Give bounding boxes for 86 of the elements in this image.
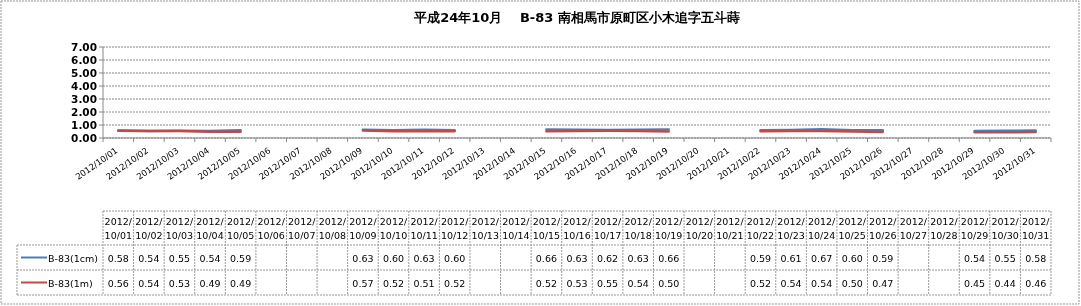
category-label: 2012/10/16 xyxy=(563,216,591,241)
data-label: 0.44 xyxy=(994,277,1016,289)
data-label: 0.54 xyxy=(780,277,802,289)
category-label: 2012/10/05 xyxy=(226,216,255,241)
category-label: 2012/10/11 xyxy=(410,216,438,241)
data-label: 0.54 xyxy=(138,277,160,289)
category-label: 2012/10/21 xyxy=(716,216,744,241)
data-label: 0.61 xyxy=(780,252,802,264)
data-label: 0.66 xyxy=(535,252,557,264)
data-label: 0.52 xyxy=(535,277,557,289)
data-label: 0.60 xyxy=(382,252,405,264)
category-label: 2012/10/17 xyxy=(593,216,622,241)
data-label: 0.54 xyxy=(811,277,833,289)
category-label: 2012/10/30 xyxy=(991,216,1019,241)
category-label: 2012/10/19 xyxy=(655,216,683,241)
data-label: 0.46 xyxy=(1025,277,1047,289)
y-tick-label: 2.00 xyxy=(71,106,97,118)
data-label: 0.53 xyxy=(168,277,191,289)
data-label: 0.59 xyxy=(230,252,252,264)
data-label: 0.59 xyxy=(749,252,772,264)
data-label: 0.55 xyxy=(597,277,619,289)
data-label: 0.54 xyxy=(138,252,160,264)
category-label: 2012/10/26 xyxy=(869,216,897,241)
category-label: 2012/10/04 xyxy=(196,216,224,241)
legend-label: B-83(1m) xyxy=(48,277,93,289)
category-label: 2012/10/06 xyxy=(257,216,285,241)
data-label: 0.55 xyxy=(994,252,1016,264)
data-label: 0.49 xyxy=(199,277,221,289)
legend-label: B-83(1cm) xyxy=(48,252,98,264)
data-label: 0.63 xyxy=(413,252,435,264)
category-label: 2012/10/23 xyxy=(777,216,805,241)
y-tick-label: 7.00 xyxy=(71,41,97,53)
data-label: 0.52 xyxy=(382,277,405,289)
data-label: 0.63 xyxy=(566,252,588,264)
data-label: 0.50 xyxy=(658,277,680,289)
category-label: 2012/10/25 xyxy=(838,216,866,241)
data-label: 0.58 xyxy=(1025,252,1047,264)
category-label: 2012/10/13 xyxy=(471,216,499,241)
data-label: 0.45 xyxy=(963,277,986,289)
y-tick-label: 6.00 xyxy=(71,54,97,66)
category-label: 2012/10/22 xyxy=(746,216,775,241)
category-label: 2012/10/27 xyxy=(899,216,928,241)
data-label: 0.66 xyxy=(658,252,680,264)
category-label: 2012/10/03 xyxy=(165,216,194,241)
category-label: 2012/10/14 xyxy=(502,216,530,241)
category-label: 2012/10/12 xyxy=(440,216,469,241)
category-label: 2012/10/24 xyxy=(807,216,836,241)
data-label: 0.52 xyxy=(749,277,772,289)
data-label: 0.54 xyxy=(963,252,986,264)
y-tick-label: 0.00 xyxy=(71,132,97,144)
chart-title: 平成24年10月 B-83 南相馬市原町区小木追字五斗蒔 xyxy=(413,10,740,25)
y-tick-label: 1.00 xyxy=(71,119,97,131)
category-label: 2012/10/07 xyxy=(288,216,316,241)
category-label: 2012/10/09 xyxy=(349,216,377,241)
category-label: 2012/10/20 xyxy=(685,216,714,241)
data-label: 0.54 xyxy=(627,277,649,289)
data-label: 0.63 xyxy=(627,252,649,264)
category-label: 2012/10/15 xyxy=(532,216,561,241)
data-label: 0.51 xyxy=(413,277,435,289)
category-label: 2012/10/28 xyxy=(930,216,958,241)
data-label: 0.57 xyxy=(352,277,374,289)
data-label: 0.56 xyxy=(107,277,129,289)
data-label: 0.53 xyxy=(566,277,588,289)
data-label: 0.49 xyxy=(230,277,252,289)
data-label: 0.60 xyxy=(444,252,466,264)
y-tick-label: 3.00 xyxy=(71,93,97,105)
category-label: 2012/10/31 xyxy=(1022,216,1050,241)
data-label: 0.63 xyxy=(352,252,374,264)
data-label: 0.50 xyxy=(841,277,863,289)
category-label: 2012/10/08 xyxy=(318,216,347,241)
data-label: 0.58 xyxy=(107,252,129,264)
data-label: 0.67 xyxy=(811,252,833,264)
category-label: 2012/10/29 xyxy=(960,216,989,241)
data-label: 0.60 xyxy=(841,252,863,264)
data-label: 0.54 xyxy=(199,252,221,264)
data-label: 0.59 xyxy=(872,252,894,264)
data-label: 0.55 xyxy=(168,252,191,264)
data-label: 0.47 xyxy=(872,277,894,289)
category-label: 2012/10/10 xyxy=(379,216,408,241)
data-label: 0.52 xyxy=(444,277,466,289)
data-label: 0.62 xyxy=(597,252,619,264)
y-tick-label: 4.00 xyxy=(71,80,97,92)
category-label: 2012/10/02 xyxy=(135,216,163,241)
category-label: 2012/10/18 xyxy=(624,216,652,241)
category-label: 2012/10/01 xyxy=(104,216,132,241)
y-tick-label: 5.00 xyxy=(71,67,97,79)
